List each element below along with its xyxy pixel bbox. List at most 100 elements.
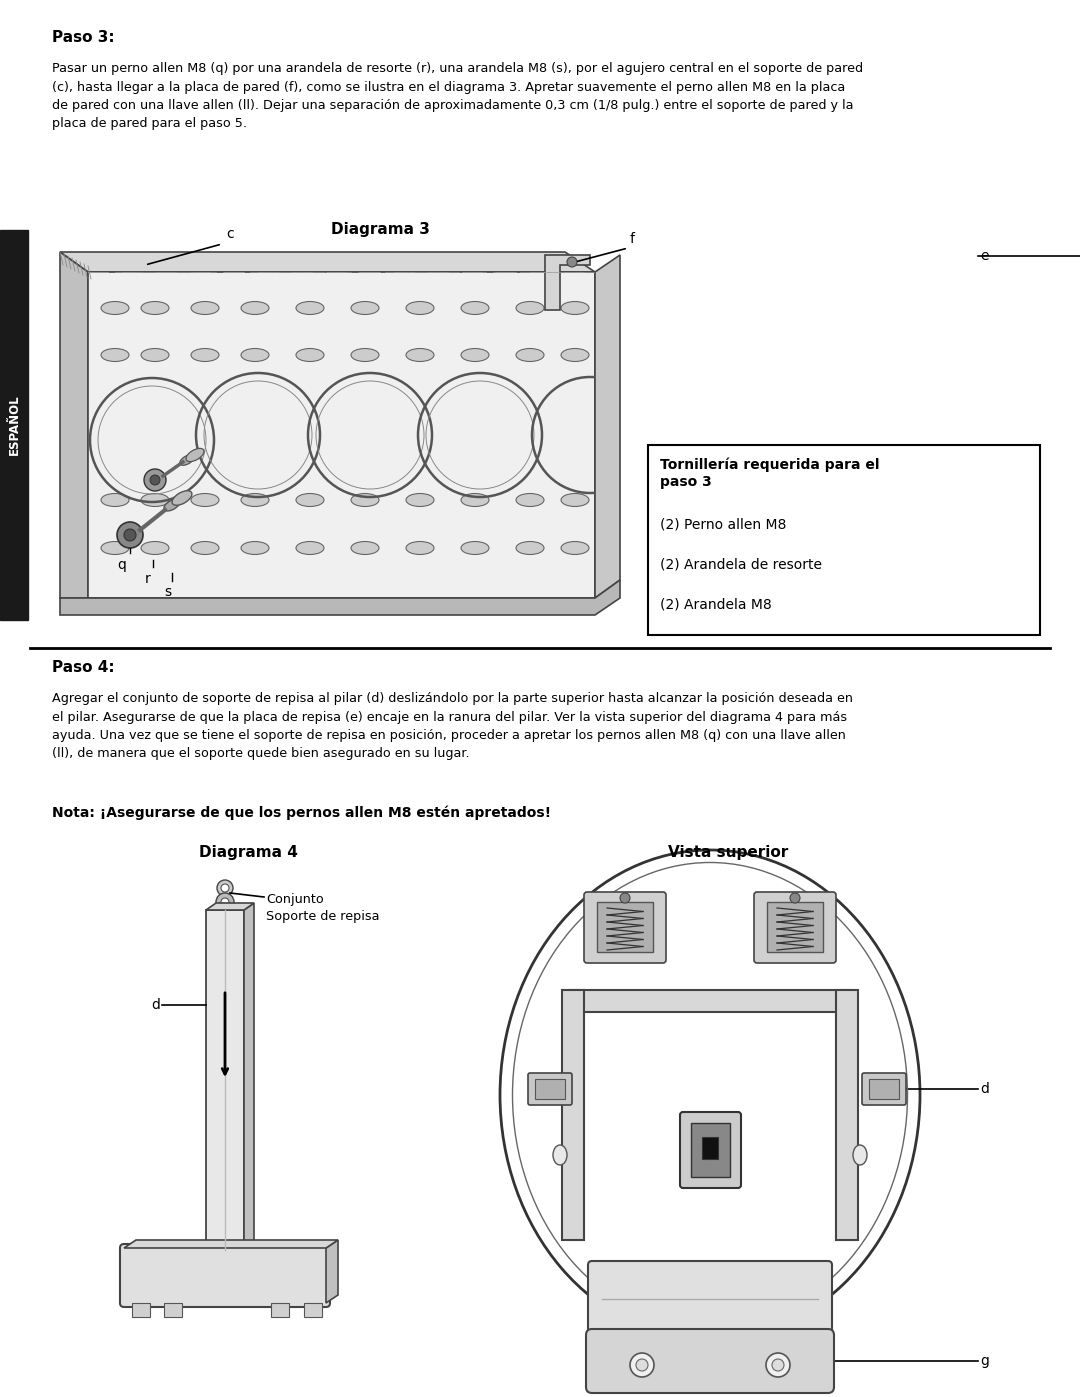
Polygon shape — [124, 1241, 338, 1248]
Ellipse shape — [296, 302, 324, 314]
Bar — [767, 902, 823, 951]
Ellipse shape — [406, 542, 434, 555]
Ellipse shape — [141, 542, 168, 555]
Polygon shape — [326, 1241, 338, 1303]
Ellipse shape — [516, 542, 544, 555]
Ellipse shape — [516, 493, 544, 507]
Ellipse shape — [296, 542, 324, 555]
FancyBboxPatch shape — [862, 1073, 906, 1105]
Text: Tornillería requerida para el
paso 3: Tornillería requerida para el paso 3 — [660, 457, 879, 489]
Text: d: d — [151, 997, 160, 1011]
Ellipse shape — [141, 493, 168, 507]
Text: Pasar un perno allen M8 (q) por una arandela de resorte (r), una arandela M8 (s): Pasar un perno allen M8 (q) por una aran… — [52, 61, 863, 130]
Circle shape — [567, 257, 577, 267]
Bar — [648, 446, 1040, 636]
Bar — [691, 1123, 730, 1178]
Text: r: r — [145, 571, 151, 585]
Text: Conjunto
Soporte de repisa: Conjunto Soporte de repisa — [266, 893, 379, 923]
Ellipse shape — [191, 348, 219, 362]
Text: (2) Arandela M8: (2) Arandela M8 — [660, 597, 772, 610]
Text: Nota: ¡Asegurarse de que los pernos allen M8 estén apretados!: Nota: ¡Asegurarse de que los pernos alle… — [52, 805, 551, 820]
Ellipse shape — [853, 1146, 867, 1165]
Text: q: q — [118, 557, 126, 571]
Ellipse shape — [141, 302, 168, 314]
Bar — [597, 902, 653, 951]
Circle shape — [630, 1354, 654, 1377]
Ellipse shape — [191, 542, 219, 555]
Ellipse shape — [351, 302, 379, 314]
FancyBboxPatch shape — [120, 1243, 330, 1308]
Bar — [702, 1137, 718, 1160]
Polygon shape — [60, 251, 595, 272]
Ellipse shape — [516, 302, 544, 314]
Ellipse shape — [191, 302, 219, 314]
Bar — [303, 1303, 322, 1317]
Ellipse shape — [296, 493, 324, 507]
Circle shape — [221, 898, 229, 907]
Circle shape — [117, 522, 143, 548]
Bar — [836, 990, 858, 1241]
Ellipse shape — [241, 493, 269, 507]
Circle shape — [766, 1354, 789, 1377]
Bar — [570, 990, 850, 1011]
Text: Paso 3:: Paso 3: — [52, 29, 114, 45]
Ellipse shape — [102, 348, 129, 362]
Ellipse shape — [164, 499, 180, 511]
Polygon shape — [60, 580, 620, 615]
Text: g: g — [980, 1354, 989, 1368]
Ellipse shape — [186, 448, 204, 461]
Text: (2) Perno allen M8: (2) Perno allen M8 — [660, 517, 786, 531]
Text: Vista superior: Vista superior — [667, 845, 788, 861]
Circle shape — [124, 529, 136, 541]
Circle shape — [789, 893, 800, 902]
FancyBboxPatch shape — [588, 1261, 832, 1337]
Circle shape — [216, 893, 234, 911]
Ellipse shape — [172, 490, 192, 506]
Ellipse shape — [406, 348, 434, 362]
Bar — [132, 1303, 150, 1317]
Bar — [164, 1303, 183, 1317]
Text: Diagrama 3: Diagrama 3 — [330, 222, 430, 237]
Text: s: s — [164, 585, 172, 599]
FancyBboxPatch shape — [586, 1329, 834, 1393]
Ellipse shape — [179, 454, 194, 465]
Circle shape — [620, 893, 630, 902]
Ellipse shape — [561, 302, 589, 314]
Circle shape — [636, 1359, 648, 1370]
Ellipse shape — [141, 348, 168, 362]
FancyBboxPatch shape — [584, 893, 666, 963]
FancyBboxPatch shape — [680, 1112, 741, 1187]
Circle shape — [772, 1359, 784, 1370]
Circle shape — [221, 884, 229, 893]
Ellipse shape — [191, 493, 219, 507]
Ellipse shape — [461, 348, 489, 362]
Text: Diagrama 4: Diagrama 4 — [199, 845, 297, 861]
Ellipse shape — [461, 493, 489, 507]
Text: Paso 4:: Paso 4: — [52, 659, 114, 675]
Ellipse shape — [102, 302, 129, 314]
Polygon shape — [545, 256, 590, 310]
Ellipse shape — [461, 542, 489, 555]
Text: d: d — [980, 1083, 989, 1097]
Polygon shape — [595, 256, 620, 598]
Text: c: c — [226, 226, 233, 242]
Bar — [0, 231, 28, 620]
Ellipse shape — [241, 542, 269, 555]
Text: f: f — [630, 232, 635, 246]
Polygon shape — [206, 902, 254, 909]
Ellipse shape — [351, 493, 379, 507]
Ellipse shape — [553, 1146, 567, 1165]
Text: (2) Arandela de resorte: (2) Arandela de resorte — [660, 557, 822, 571]
Ellipse shape — [406, 302, 434, 314]
Ellipse shape — [500, 849, 920, 1340]
Ellipse shape — [351, 542, 379, 555]
FancyBboxPatch shape — [528, 1073, 572, 1105]
Polygon shape — [87, 272, 595, 598]
Ellipse shape — [102, 493, 129, 507]
Ellipse shape — [561, 493, 589, 507]
Bar — [562, 990, 584, 1241]
Text: ESPAÑOL: ESPAÑOL — [8, 395, 21, 455]
Bar — [869, 1078, 899, 1099]
FancyBboxPatch shape — [754, 893, 836, 963]
Ellipse shape — [296, 348, 324, 362]
